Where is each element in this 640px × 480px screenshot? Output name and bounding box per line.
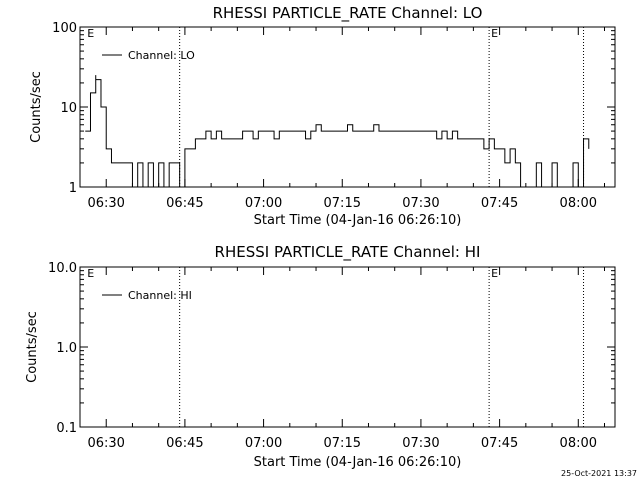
lo-x-tick-label: 06:45 xyxy=(166,196,203,211)
lo-x-tick-label: 07:30 xyxy=(402,196,439,211)
lo-legend-label: Channel: LO xyxy=(128,49,195,62)
lo-y-tick-label: 10 xyxy=(60,101,77,116)
lo-event-flag: E xyxy=(491,27,498,40)
hi-x-tick-label: 07:15 xyxy=(324,436,361,451)
lo-x-tick-label: 07:45 xyxy=(481,196,518,211)
hi-x-tick-label: 08:00 xyxy=(560,436,597,451)
hi-chart-title: RHESSI PARTICLE_RATE Channel: HI xyxy=(215,243,481,262)
generation-timestamp: 25-Oct-2021 13:37 xyxy=(561,469,637,478)
lo-y-tick-label: 100 xyxy=(52,21,77,36)
lo-event-flag: E xyxy=(87,27,94,40)
hi-x-tick-label: 07:00 xyxy=(245,436,282,451)
lo-chart-title: RHESSI PARTICLE_RATE Channel: LO xyxy=(213,4,483,23)
hi-y-tick-label: 10.0 xyxy=(48,261,77,276)
lo-y-tick-label: 1 xyxy=(69,181,77,196)
hi-legend-label: Channel: HI xyxy=(128,289,192,302)
hi-event-flag: E xyxy=(87,267,94,280)
hi-y-tick-label: 0.1 xyxy=(56,421,77,436)
hi-channel-chart: RHESSI PARTICLE_RATE Channel: HI 0.1 1.0 10… xyxy=(25,243,616,470)
hi-y-axis-label: Counts/sec xyxy=(25,311,40,383)
lo-x-axis-label: Start Time (04-Jan-16 06:26:10) xyxy=(254,213,462,228)
hi-x-axis-label: Start Time (04-Jan-16 06:26:10) xyxy=(254,455,462,470)
lo-channel-chart: RHESSI PARTICLE_RATE Channel: LO 1 10 100 06… xyxy=(29,4,616,228)
lo-x-tick-label: 06:30 xyxy=(87,196,124,211)
lo-series-line-0 xyxy=(85,75,590,188)
lo-y-axis-label: Counts/sec xyxy=(29,71,44,143)
hi-x-tick-label: 07:30 xyxy=(402,436,439,451)
lo-x-tick-label: 07:15 xyxy=(324,196,361,211)
lo-x-tick-label: 08:00 xyxy=(560,196,597,211)
hi-x-tick-label: 06:45 xyxy=(166,436,203,451)
lo-x-tick-label: 07:00 xyxy=(245,196,282,211)
hi-y-tick-label: 1.0 xyxy=(56,341,77,356)
hi-x-tick-label: 07:45 xyxy=(481,436,518,451)
hi-x-tick-label: 06:30 xyxy=(87,436,124,451)
hi-event-flag: E xyxy=(491,267,498,280)
